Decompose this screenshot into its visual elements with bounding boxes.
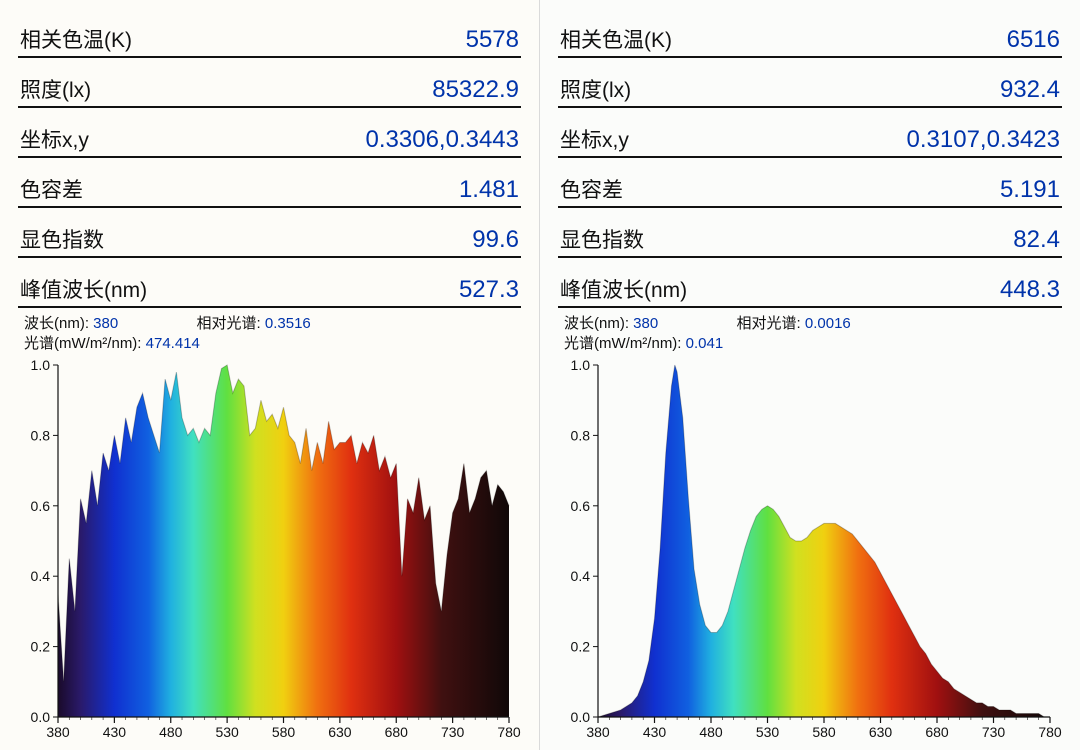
svg-text:580: 580: [272, 724, 296, 740]
metric-value: 932.4: [1000, 76, 1060, 104]
wavelength-value: 380: [633, 315, 658, 332]
svg-text:380: 380: [46, 724, 70, 740]
power-value: 0.041: [686, 335, 724, 352]
metric-label: 坐标x,y: [560, 124, 629, 154]
metric-value: 85322.9: [432, 76, 519, 104]
metric-row: 相关色温(K) 5578: [18, 8, 521, 58]
metric-row: 色容差 1.481: [18, 158, 521, 208]
relspec-value: 0.3516: [265, 315, 311, 332]
right-spectrum-chart: 0.0 0.2 0.4 0.6 0.8 1.0 380 430 480 530 580 630 680 7…: [558, 359, 1062, 745]
svg-text:780: 780: [1038, 724, 1062, 740]
metric-row: 坐标x,y 0.3107,0.3423: [558, 108, 1062, 158]
metric-row: 照度(lx) 85322.9: [18, 58, 521, 108]
left-panel: 相关色温(K) 5578 照度(lx) 85322.9 坐标x,y 0.3306…: [0, 0, 540, 750]
right-subinfo: 波长(nm): 380 相对光谱: 0.0016 光谱(mW/m²/nm): 0…: [558, 308, 1062, 357]
right-panel: 相关色温(K) 6516 照度(lx) 932.4 坐标x,y 0.3107,0…: [540, 0, 1080, 750]
svg-text:530: 530: [756, 724, 780, 740]
svg-text:630: 630: [869, 724, 893, 740]
metric-value: 448.3: [1000, 276, 1060, 304]
svg-text:630: 630: [328, 724, 352, 740]
power-label: 光谱(mW/m²/nm):: [24, 335, 141, 352]
metric-label: 显色指数: [20, 224, 104, 254]
metric-label: 峰值波长(nm): [560, 274, 687, 304]
metric-row: 照度(lx) 932.4: [558, 58, 1062, 108]
metric-value: 527.3: [459, 276, 519, 304]
metric-label: 色容差: [20, 174, 83, 204]
wavelength-value: 380: [93, 315, 118, 332]
metric-value: 1.481: [459, 176, 519, 204]
svg-text:680: 680: [385, 724, 409, 740]
svg-text:430: 430: [103, 724, 127, 740]
svg-text:480: 480: [699, 724, 723, 740]
metric-label: 色容差: [560, 174, 623, 204]
svg-text:1.0: 1.0: [31, 359, 51, 373]
power-label: 光谱(mW/m²/nm):: [564, 335, 681, 352]
power-value: 474.414: [146, 335, 200, 352]
metric-label: 相关色温(K): [20, 24, 132, 54]
svg-text:0.6: 0.6: [571, 497, 591, 513]
metric-row: 峰值波长(nm) 527.3: [18, 258, 521, 308]
metric-value: 0.3306,0.3443: [366, 126, 519, 154]
svg-text:0.2: 0.2: [31, 638, 51, 654]
metric-value: 99.6: [472, 226, 519, 254]
metric-value: 5578: [466, 26, 519, 54]
metric-label: 显色指数: [560, 224, 644, 254]
relspec-label: 相对光谱:: [737, 315, 801, 332]
svg-text:580: 580: [812, 724, 836, 740]
svg-text:430: 430: [643, 724, 667, 740]
svg-text:680: 680: [925, 724, 949, 740]
svg-text:780: 780: [497, 724, 521, 740]
wavelength-label: 波长(nm):: [24, 315, 89, 332]
metric-row: 色容差 5.191: [558, 158, 1062, 208]
metric-label: 照度(lx): [560, 74, 631, 104]
svg-text:730: 730: [441, 724, 465, 740]
metric-label: 照度(lx): [20, 74, 91, 104]
svg-text:0.0: 0.0: [31, 709, 51, 725]
wavelength-label: 波长(nm):: [564, 315, 629, 332]
right-rows: 相关色温(K) 6516 照度(lx) 932.4 坐标x,y 0.3107,0…: [558, 8, 1062, 308]
svg-text:0.8: 0.8: [31, 427, 51, 443]
metric-label: 相关色温(K): [560, 24, 672, 54]
metric-row: 相关色温(K) 6516: [558, 8, 1062, 58]
svg-text:730: 730: [982, 724, 1006, 740]
metric-row: 显色指数 82.4: [558, 208, 1062, 258]
svg-text:0.4: 0.4: [571, 568, 591, 584]
metric-value: 6516: [1007, 26, 1060, 54]
relspec-label: 相对光谱:: [197, 315, 261, 332]
svg-text:1.0: 1.0: [571, 359, 591, 373]
svg-text:530: 530: [215, 724, 239, 740]
svg-text:0.2: 0.2: [571, 638, 591, 654]
metric-value: 5.191: [1000, 176, 1060, 204]
svg-text:0.8: 0.8: [571, 427, 591, 443]
metric-value: 0.3107,0.3423: [907, 126, 1060, 154]
left-rows: 相关色温(K) 5578 照度(lx) 85322.9 坐标x,y 0.3306…: [18, 8, 521, 308]
metric-row: 峰值波长(nm) 448.3: [558, 258, 1062, 308]
relspec-value: 0.0016: [805, 315, 851, 332]
svg-text:0.4: 0.4: [31, 568, 51, 584]
metric-row: 显色指数 99.6: [18, 208, 521, 258]
left-subinfo: 波长(nm): 380 相对光谱: 0.3516 光谱(mW/m²/nm): 4…: [18, 308, 521, 357]
metric-label: 坐标x,y: [20, 124, 89, 154]
metric-value: 82.4: [1013, 226, 1060, 254]
svg-text:480: 480: [159, 724, 183, 740]
metric-label: 峰值波长(nm): [20, 274, 147, 304]
svg-text:0.0: 0.0: [571, 709, 591, 725]
left-spectrum-chart: 0.0 0.2 0.4 0.6 0.8 1.0 380 430 480 530 580 630 680 7…: [18, 359, 521, 745]
svg-text:0.6: 0.6: [31, 497, 51, 513]
svg-text:380: 380: [586, 724, 610, 740]
metric-row: 坐标x,y 0.3306,0.3443: [18, 108, 521, 158]
